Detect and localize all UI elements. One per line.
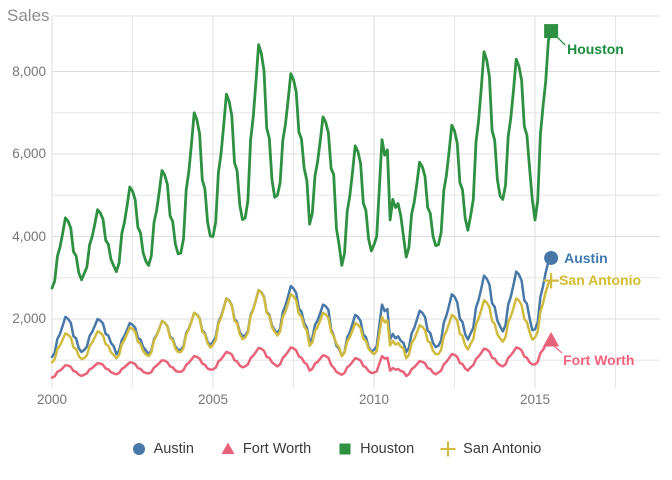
triangle-glyph xyxy=(221,442,235,454)
legend-label: Fort Worth xyxy=(242,441,312,457)
square-icon xyxy=(337,441,353,457)
circle-icon-shape xyxy=(132,443,145,455)
legend-item-san-antonio: San Antonio xyxy=(440,441,541,457)
legend-label: Houston xyxy=(360,441,415,457)
circle-glyph xyxy=(132,443,145,455)
austin-end-marker xyxy=(544,250,559,265)
houston-end-marker xyxy=(544,24,559,39)
end-label-houston: Houston xyxy=(567,41,624,58)
series-line-austin xyxy=(50,256,553,359)
circle-icon xyxy=(131,441,147,457)
fort-worth-label-connector xyxy=(553,345,563,354)
x-tick-label-2015: 2015 xyxy=(519,392,551,407)
y-tick-label-2000: 2,000 xyxy=(12,311,46,326)
series-line-houston xyxy=(50,29,553,290)
legend-label: Austin xyxy=(153,441,194,457)
x-tick-label-2000: 2000 xyxy=(36,392,68,407)
end-label-san-antonio: San Antonio xyxy=(559,271,642,288)
y-tick-label-6000: 6,000 xyxy=(12,146,46,161)
houston-label-connector xyxy=(556,36,566,46)
legend-label: San Antonio xyxy=(463,441,542,457)
triangle-icon xyxy=(220,441,236,457)
square-glyph xyxy=(339,443,351,455)
end-label-austin: Austin xyxy=(564,249,608,266)
plus-icon-shape xyxy=(440,441,456,457)
series-line-san-antonio xyxy=(50,279,553,364)
end-label-fort-worth: Fort Worth xyxy=(563,352,635,369)
chart-title: Sales xyxy=(7,6,50,25)
legend-item-houston: Houston xyxy=(337,441,414,457)
y-tick-label-4000: 4,000 xyxy=(12,228,46,244)
x-tick-label-2005: 2005 xyxy=(197,392,229,407)
plus-glyph xyxy=(440,441,456,457)
chart-legend: Austin Fort Worth Houston San Antonio xyxy=(0,441,672,457)
legend-item-austin: Austin xyxy=(131,441,194,457)
legend-item-fort-worth: Fort Worth xyxy=(220,441,311,457)
fort-worth-end-marker xyxy=(542,331,560,347)
x-tick-label-2010: 2010 xyxy=(358,392,390,407)
plus-icon xyxy=(440,441,456,457)
square-icon-shape xyxy=(339,443,351,455)
san-antonio-end-marker xyxy=(543,272,559,289)
triangle-icon-shape xyxy=(221,442,235,454)
series-line-fort-worth xyxy=(50,338,553,379)
y-tick-label-8000: 8,000 xyxy=(12,63,46,79)
